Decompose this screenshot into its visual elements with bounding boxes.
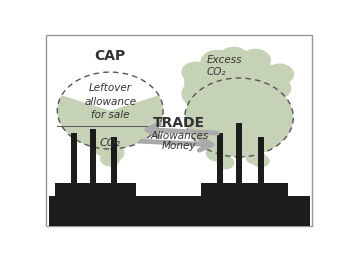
Bar [201,183,288,208]
Text: Money: Money [162,141,197,151]
Bar [49,196,309,226]
Text: CO₂: CO₂ [100,138,121,148]
Circle shape [266,64,293,84]
Circle shape [182,62,209,82]
Circle shape [219,47,248,69]
Circle shape [258,76,290,100]
Bar [217,133,223,192]
Text: CAP: CAP [94,49,126,63]
Circle shape [225,52,269,84]
Circle shape [206,145,228,161]
Circle shape [201,68,244,100]
Circle shape [201,50,234,74]
Wedge shape [57,95,163,149]
Text: Excess
CO₂: Excess CO₂ [206,55,242,77]
Circle shape [244,64,282,92]
Circle shape [182,80,220,108]
Circle shape [185,78,293,157]
Text: Allowances: Allowances [150,131,209,141]
Circle shape [94,137,121,157]
Circle shape [102,145,124,161]
Circle shape [217,157,233,169]
Bar [111,137,117,192]
Circle shape [185,62,239,102]
Circle shape [101,152,120,166]
Circle shape [204,54,253,90]
Circle shape [253,155,269,167]
Text: Leftover
allowance
for sale: Leftover allowance for sale [84,83,136,120]
Text: TRADE: TRADE [153,116,205,130]
Bar [258,137,264,192]
Bar [55,183,136,208]
Circle shape [246,150,265,164]
Bar [90,129,96,192]
Bar [236,123,242,192]
Circle shape [228,68,272,100]
Bar [71,133,77,192]
Wedge shape [62,72,159,111]
Circle shape [240,49,270,71]
